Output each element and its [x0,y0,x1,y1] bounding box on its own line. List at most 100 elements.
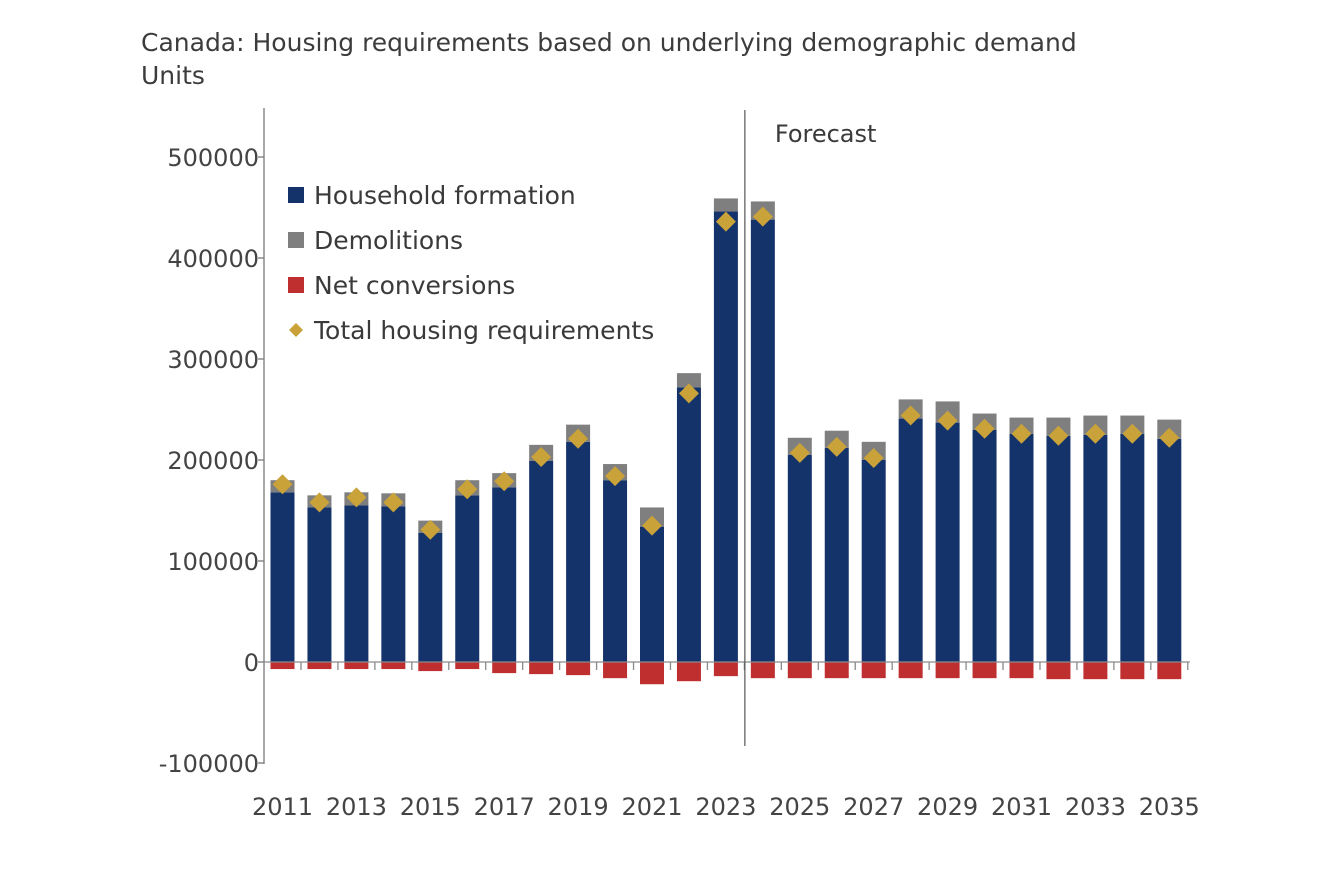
y-tick-label: 400000 [167,245,259,273]
total-requirement-marker [1011,423,1032,444]
y-axis: 500000 400000 300000 200000 100000 0 -100000 [159,108,265,778]
total-requirement-marker [272,474,293,495]
bar-household-formation [529,461,554,662]
bar-household-formation [898,418,923,662]
total-requirement-marker [937,410,958,431]
total-requirement-marker [1048,425,1069,446]
y-tick-label: 300000 [167,346,259,374]
total-requirement-marker [457,479,478,500]
bar-net-conversions [713,662,738,677]
total-requirement-marker [715,211,736,232]
legend-label: Total housing requirements [313,316,654,345]
bar-household-formation [935,422,960,662]
y-tick-label: 500000 [167,144,259,172]
bar-demolitions [676,373,701,388]
bar-household-formation [1046,435,1071,662]
total-requirement-marker [826,436,847,457]
x-tick-label: 2033 [1065,793,1126,821]
bar-household-formation [492,487,517,662]
markers [272,206,1180,540]
y-tick-label: -100000 [159,750,259,778]
x-tick-label: 2021 [621,793,682,821]
bar-net-conversions [270,662,295,670]
legend-label: Net conversions [314,271,515,300]
total-requirement-marker [752,206,773,227]
bar-net-conversions [344,662,369,670]
total-requirement-marker [678,383,699,404]
bar-household-formation [418,532,443,662]
total-requirement-marker [1122,423,1143,444]
y-tick-label: 200000 [167,447,259,475]
x-tick-label: 2023 [695,793,756,821]
bar-net-conversions [861,662,886,679]
legend-label: Household formation [314,181,576,210]
bar-net-conversions [1083,662,1108,680]
total-requirement-marker [420,519,441,540]
x-axis: 2011 2013 2015 2017 2019 2021 2023 2025 2027 2029… [252,661,1200,821]
bar-household-formation [972,429,997,662]
total-requirement-marker [494,471,515,492]
x-tick-label: 2027 [843,793,904,821]
bar-net-conversions [492,662,517,674]
total-requirement-marker [863,447,884,468]
total-requirement-marker [974,418,995,439]
bar-net-conversions [640,662,664,685]
bar-net-conversions [935,662,960,679]
bar-household-formation [344,505,369,662]
bar-net-conversions [1157,662,1182,680]
bar-net-conversions [529,662,554,675]
bar-household-formation [270,492,295,662]
bar-household-formation [861,460,886,662]
forecast-label: Forecast [775,120,877,148]
legend-swatch [288,232,304,248]
bar-household-formation [787,454,812,662]
x-tick-label: 2025 [769,793,830,821]
y-tick-label: 0 [244,649,259,677]
forecast-annotation: Forecast [744,110,877,746]
bar-household-formation [640,526,664,662]
bar-net-conversions [1046,662,1071,680]
total-requirement-marker [1085,423,1106,444]
total-requirement-marker [531,446,552,467]
bar-net-conversions [1009,662,1034,679]
x-tick-label: 2029 [917,793,978,821]
bar-net-conversions [898,662,923,679]
bar-household-formation [381,506,406,662]
bar-household-formation [1009,433,1034,662]
bar-net-conversions [1120,662,1145,680]
x-tick-label: 2019 [548,793,609,821]
x-tick-label: 2017 [474,793,535,821]
bar-household-formation [307,507,332,662]
bar-net-conversions [676,662,701,682]
x-tick-label: 2035 [1139,793,1200,821]
bar-net-conversions [566,662,591,676]
x-tick-label: 2015 [400,793,461,821]
total-requirement-marker [309,492,330,513]
bar-household-formation [713,211,738,663]
total-requirement-marker [605,466,626,487]
bar-household-formation [1157,438,1182,662]
total-requirement-marker [789,442,810,463]
bar-household-formation [824,447,849,662]
bar-household-formation [566,441,591,662]
bar-demolitions [713,198,738,212]
bar-household-formation [603,480,628,662]
legend-swatch [288,187,304,203]
bar-net-conversions [603,662,628,679]
bar-net-conversions [750,662,775,679]
x-tick-label: 2031 [991,793,1052,821]
bar-net-conversions [418,662,443,672]
bar-net-conversions [455,662,480,670]
bar-net-conversions [972,662,997,679]
total-requirement-marker [346,487,367,508]
total-requirement-marker [383,492,404,513]
chart-title: Canada: Housing requirements based on un… [141,28,1077,57]
legend-swatch-total [289,323,303,337]
bar-net-conversions [787,662,812,679]
chart-subtitle: Units [141,61,205,90]
bar-net-conversions [824,662,849,679]
total-requirement-marker [642,515,662,536]
bar-household-formation [676,387,701,662]
bar-net-conversions [381,662,406,670]
